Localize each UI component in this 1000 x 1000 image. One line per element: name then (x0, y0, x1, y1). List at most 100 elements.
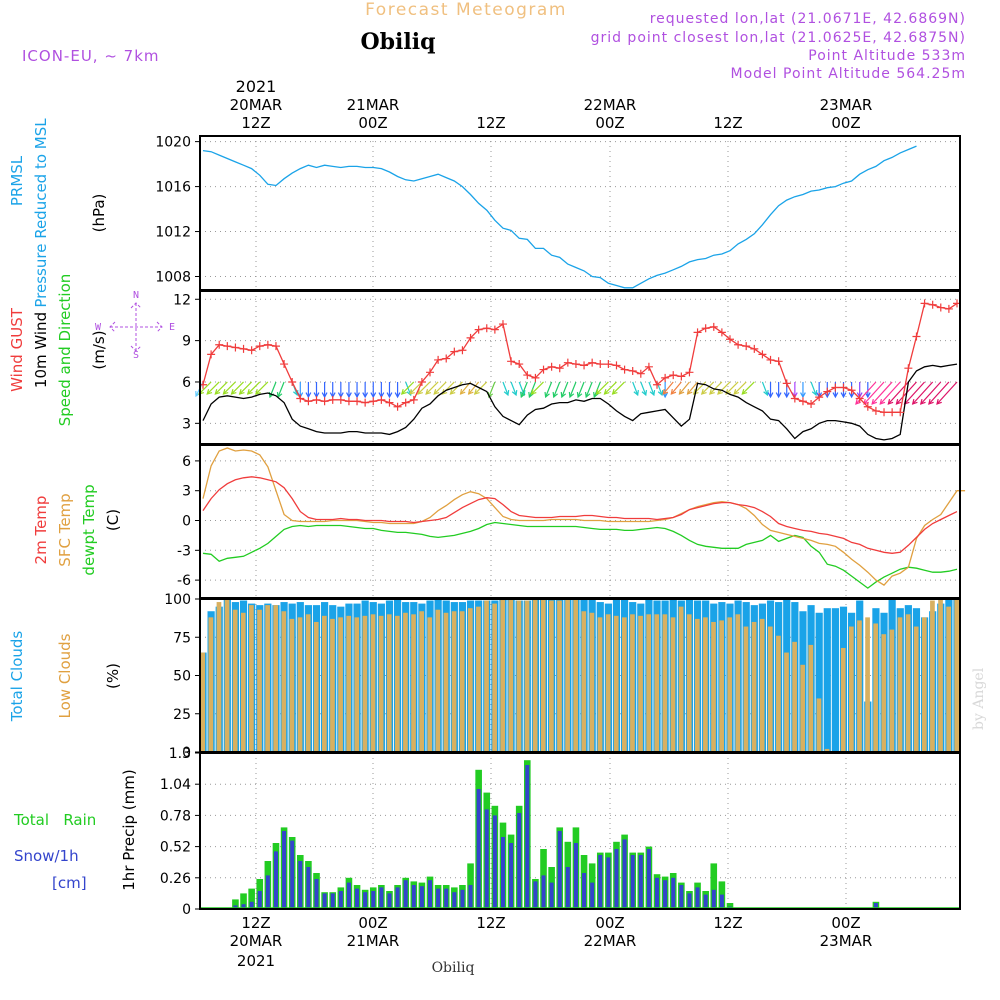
low-cloud-bar (581, 611, 587, 752)
snow-bar (452, 892, 457, 909)
wind-arrow-head (425, 389, 432, 395)
wind-arrow-head (887, 398, 894, 405)
wind-arrow-head (230, 389, 237, 395)
low-cloud-bar (419, 611, 425, 752)
wind-arrow-head (879, 398, 886, 405)
snow-bar (346, 882, 351, 909)
y-tick-label: 0.52 (160, 840, 191, 856)
wind-arrow (561, 381, 569, 398)
low-cloud-bar (889, 629, 895, 752)
wind-arrow-head (354, 392, 360, 399)
low-cloud-bar (646, 614, 652, 752)
point-altitude: Point Altitude 533m (808, 48, 966, 64)
precip-label-snow: Snow/1h (14, 847, 79, 865)
gust-marker (344, 397, 353, 406)
snow-bar (565, 867, 570, 909)
snow-bar (265, 875, 270, 909)
low-cloud-bar (330, 618, 335, 752)
wind-arrow (725, 381, 739, 395)
gust-marker (288, 377, 297, 386)
snow-bar (436, 888, 441, 909)
low-cloud-bar (954, 599, 960, 752)
low-cloud-bar (630, 614, 635, 752)
y-tick-label: 6 (182, 454, 191, 470)
wind-arrow-head (467, 388, 474, 395)
snow-bar (509, 843, 514, 909)
y-tick-label: 50 (173, 669, 191, 685)
panel-frame (199, 752, 961, 910)
y-tick-label: 1016 (155, 180, 191, 196)
total-cloud-bar (831, 608, 839, 752)
snow-bar (703, 894, 708, 909)
wind-arrow (612, 381, 626, 395)
y-tick-label: 12 (173, 292, 191, 308)
wind-arrow (640, 381, 647, 396)
wind-arrow (206, 381, 220, 395)
gust-marker (336, 395, 345, 404)
low-cloud-bar (240, 612, 246, 752)
precip-label-unit: [cm] (52, 874, 87, 892)
wind-arrow-head (783, 392, 790, 399)
snow-bar (573, 843, 578, 909)
bottom-hour-label: 00Z (358, 914, 387, 932)
pressure-label-2: Pressure Reduced to MSL (32, 118, 50, 308)
snow-bar (622, 839, 627, 909)
bottom-hour-label: 12Z (241, 914, 270, 932)
gust-marker (304, 397, 313, 406)
wind-arrow-head (725, 389, 732, 395)
wind-arrow (920, 381, 942, 405)
snow-bar (387, 893, 392, 909)
gust-marker (944, 304, 953, 313)
gust-marker (498, 320, 507, 329)
low-cloud-bar (273, 605, 279, 752)
low-cloud-bar (897, 617, 903, 752)
wind-arrow-head (670, 388, 677, 395)
compass-east: E (169, 322, 175, 333)
gust-marker (628, 366, 637, 375)
snow-bar (379, 887, 384, 909)
wind-arrow-head (246, 389, 253, 395)
gust-marker (798, 397, 807, 406)
snow-bar (363, 892, 368, 909)
wind-arrow-head (741, 389, 748, 395)
gust-marker (320, 397, 329, 406)
bottom-date-label: 22MAR (584, 932, 637, 950)
wind-arrow (595, 381, 609, 395)
gust-marker (839, 383, 848, 392)
low-cloud-bar (386, 614, 392, 752)
pressure-unit: (hPa) (90, 194, 108, 233)
snow-bar (711, 889, 716, 909)
y-tick-label: 1020 (155, 135, 191, 151)
wind-arrow (502, 381, 509, 396)
wind-arrow-head (222, 389, 229, 395)
wind-arrow (401, 381, 415, 395)
y-tick-label: 3 (182, 484, 191, 500)
rain-bar (232, 899, 239, 909)
wind-arrow (741, 381, 755, 395)
top-hour-label: 00Z (358, 114, 387, 132)
snow-bar (411, 885, 416, 909)
wind-arrow-head (394, 392, 401, 399)
low-cloud-bar (297, 617, 303, 752)
gust-marker (782, 379, 791, 388)
bottom-date-label: 23MAR (820, 932, 873, 950)
model-altitude: Model Point Altitude 564.25m (731, 66, 966, 82)
low-cloud-bar (532, 599, 538, 752)
compass-arrows (109, 302, 163, 352)
wind-arrow-head (717, 389, 723, 395)
gust-marker (928, 300, 937, 309)
wind-arrow-head (678, 388, 685, 395)
wind-arrow-head (530, 389, 537, 395)
wind-arrow-head (503, 389, 510, 397)
wind-arrow-head (305, 392, 312, 399)
snow-bar (500, 837, 505, 909)
gust-marker (247, 346, 256, 355)
low-cloud-bar (378, 615, 384, 752)
gust-marker (717, 328, 726, 337)
low-cloud-bar (913, 626, 919, 752)
low-cloud-bar (921, 617, 927, 752)
low-cloud-bar (443, 612, 449, 752)
snow-bar (355, 888, 360, 909)
gust-marker (693, 328, 702, 337)
gust-marker (239, 344, 248, 353)
